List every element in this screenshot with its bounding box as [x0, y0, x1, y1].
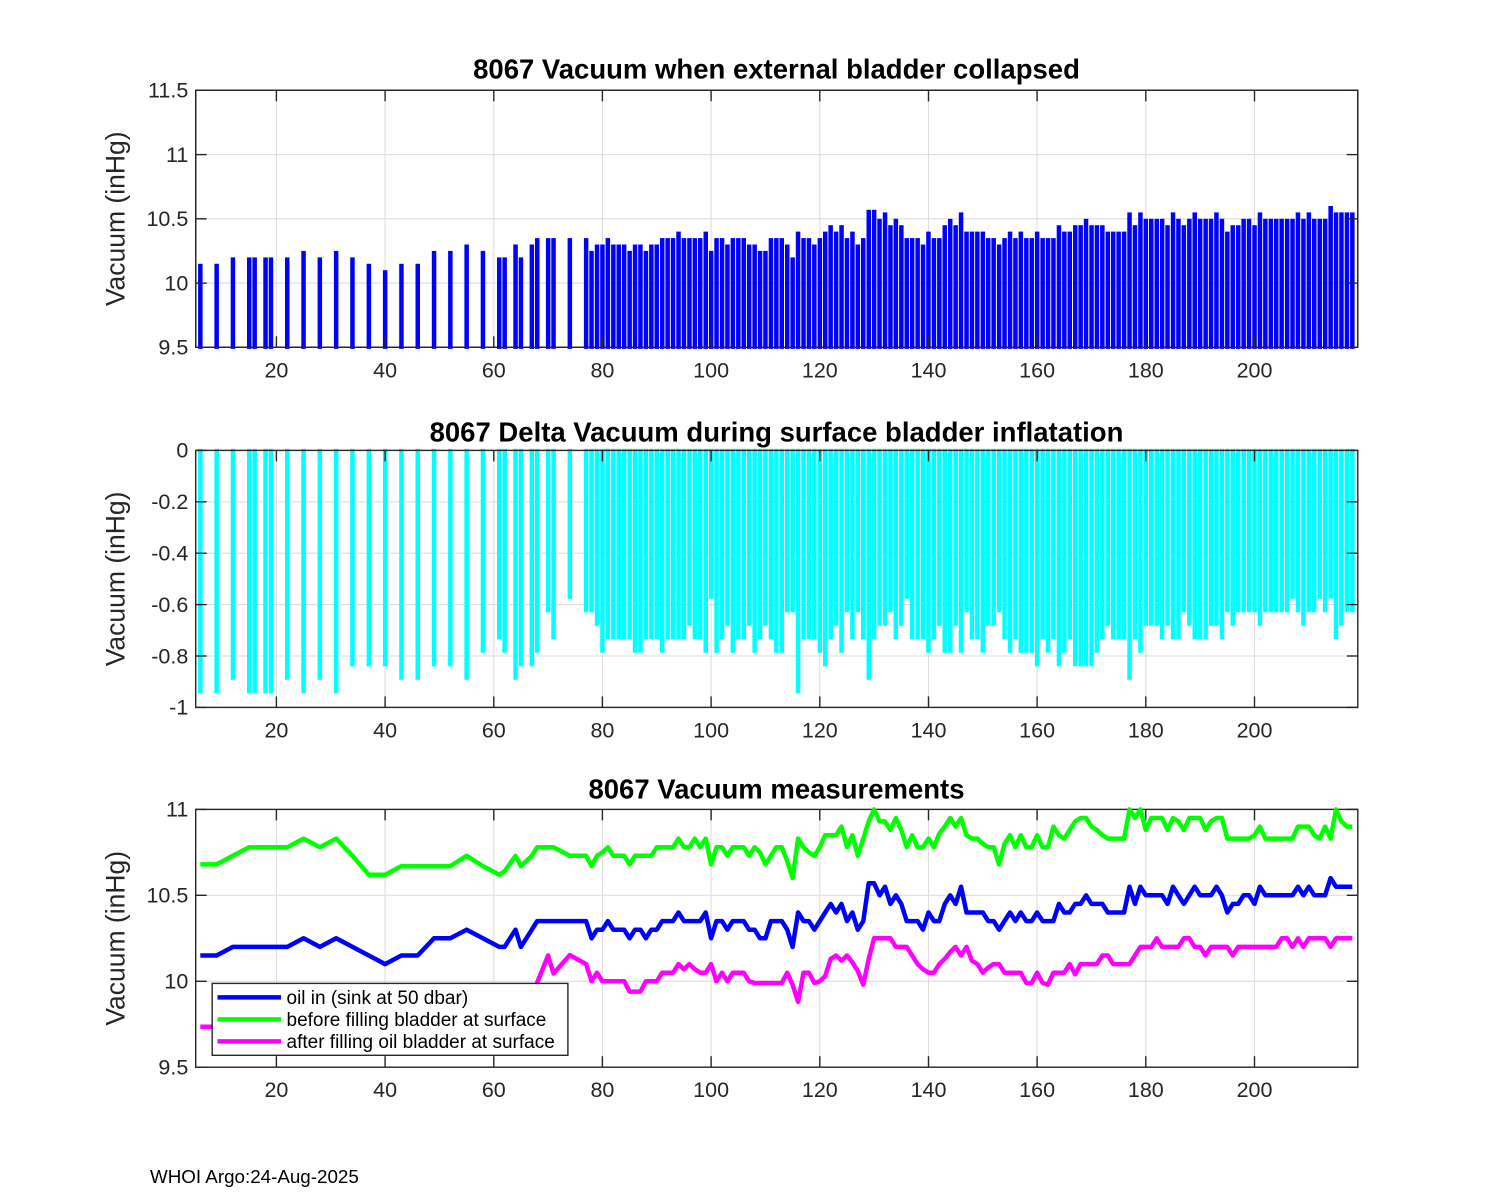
svg-text:60: 60: [482, 718, 506, 742]
svg-text:8067 Delta Vacuum during surfa: 8067 Delta Vacuum during surface bladder…: [430, 417, 1124, 448]
svg-text:Vacuum (inHg): Vacuum (inHg): [101, 851, 131, 1026]
svg-text:-0.4: -0.4: [151, 542, 188, 566]
svg-text:200: 200: [1237, 718, 1273, 742]
svg-text:11.5: 11.5: [148, 79, 188, 103]
svg-text:10: 10: [164, 970, 188, 994]
svg-text:120: 120: [802, 718, 838, 742]
svg-text:80: 80: [590, 718, 614, 742]
svg-text:40: 40: [373, 1078, 397, 1102]
svg-text:11: 11: [166, 143, 188, 167]
svg-text:200: 200: [1237, 358, 1273, 382]
svg-text:9.5: 9.5: [158, 336, 188, 360]
svg-text:160: 160: [1019, 718, 1055, 742]
svg-text:180: 180: [1128, 1078, 1164, 1102]
svg-text:80: 80: [590, 358, 614, 382]
svg-text:10: 10: [164, 271, 188, 295]
svg-text:140: 140: [911, 1078, 947, 1102]
svg-text:WHOI Argo:24-Aug-2025: WHOI Argo:24-Aug-2025: [150, 1166, 359, 1187]
svg-text:200: 200: [1237, 1078, 1273, 1102]
svg-text:140: 140: [911, 358, 947, 382]
svg-text:after filling oil bladder at s: after filling oil bladder at surface: [287, 1032, 555, 1053]
svg-text:20: 20: [264, 358, 288, 382]
svg-text:-1: -1: [169, 696, 188, 720]
svg-text:0: 0: [176, 439, 188, 463]
svg-text:11: 11: [166, 798, 188, 822]
svg-text:8067 Vacuum measurements: 8067 Vacuum measurements: [588, 773, 964, 804]
svg-text:120: 120: [802, 1078, 838, 1102]
svg-text:60: 60: [482, 358, 506, 382]
svg-text:180: 180: [1128, 718, 1164, 742]
svg-text:20: 20: [264, 718, 288, 742]
svg-text:40: 40: [373, 718, 397, 742]
svg-text:8067 Vacuum when external blad: 8067 Vacuum when external bladder collap…: [473, 54, 1080, 85]
svg-text:100: 100: [693, 358, 729, 382]
svg-text:120: 120: [802, 358, 838, 382]
svg-text:10.5: 10.5: [146, 884, 188, 908]
svg-text:-0.8: -0.8: [151, 644, 188, 668]
svg-text:100: 100: [693, 1078, 729, 1102]
svg-text:Vacuum (inHg): Vacuum (inHg): [101, 131, 131, 306]
svg-text:before filling bladder at surf: before filling bladder at surface: [287, 1010, 547, 1031]
svg-text:180: 180: [1128, 358, 1164, 382]
svg-text:100: 100: [693, 718, 729, 742]
svg-text:-0.6: -0.6: [151, 593, 188, 617]
svg-text:10.5: 10.5: [146, 207, 188, 231]
svg-text:Vacuum (inHg): Vacuum (inHg): [101, 492, 131, 667]
svg-text:140: 140: [911, 718, 947, 742]
svg-text:160: 160: [1019, 1078, 1055, 1102]
svg-text:60: 60: [482, 1078, 506, 1102]
svg-text:-0.2: -0.2: [151, 490, 188, 514]
svg-text:160: 160: [1019, 358, 1055, 382]
svg-text:oil in (sink at 50 dbar): oil in (sink at 50 dbar): [287, 988, 469, 1009]
svg-text:40: 40: [373, 358, 397, 382]
svg-text:9.5: 9.5: [158, 1056, 188, 1080]
svg-text:80: 80: [590, 1078, 614, 1102]
svg-text:20: 20: [264, 1078, 288, 1102]
